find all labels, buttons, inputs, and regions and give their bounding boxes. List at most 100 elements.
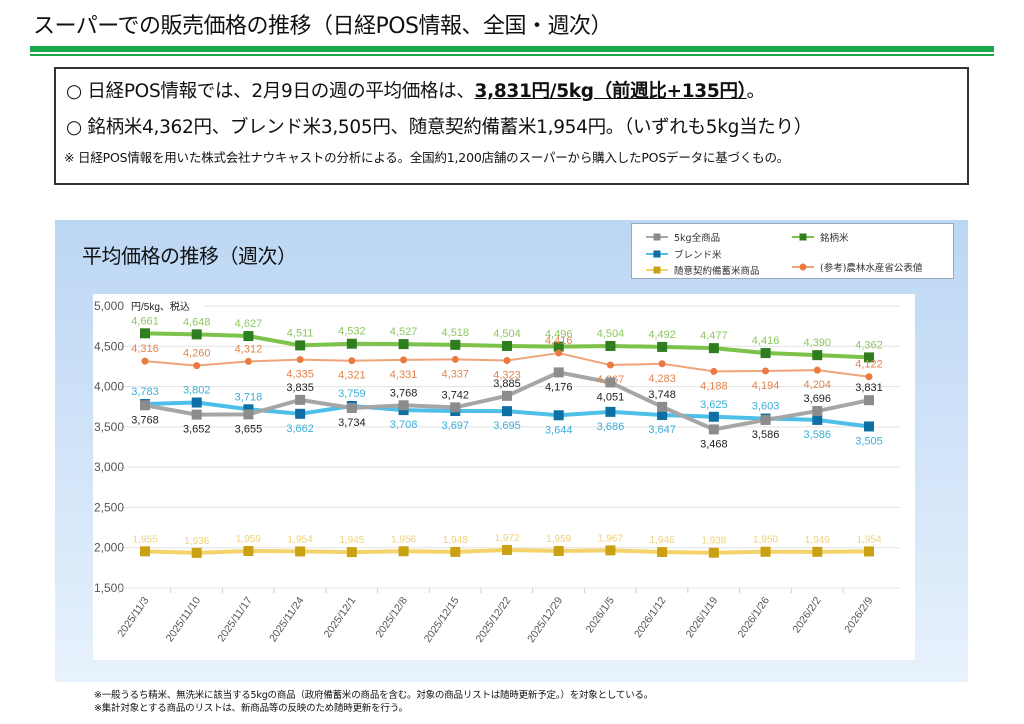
- data-point: [193, 362, 201, 370]
- data-point: [657, 547, 668, 558]
- data-label: 3,644: [545, 424, 573, 436]
- data-point: [864, 352, 874, 363]
- legend-marker-brand-rice: [792, 233, 814, 241]
- data-label: 4,283: [648, 373, 676, 385]
- data-point: [708, 424, 719, 435]
- data-point: [450, 402, 461, 413]
- data-point: [140, 328, 150, 339]
- data-point: [295, 408, 306, 419]
- data-point: [346, 403, 357, 414]
- data-label: 1,954: [288, 534, 313, 545]
- y-tick-label: 1,500: [94, 581, 124, 595]
- data-label: 1,955: [132, 534, 157, 545]
- data-point: [864, 395, 874, 406]
- data-point: [191, 409, 202, 420]
- data-point: [398, 400, 409, 411]
- data-label: 4,504: [493, 328, 521, 340]
- data-label: 3,662: [286, 423, 314, 435]
- data-label: 4,477: [700, 330, 728, 342]
- data-label: 3,697: [442, 420, 470, 432]
- legend-item-maff-reference: (参考)農林水産省公表値: [792, 260, 922, 274]
- data-point: [760, 414, 771, 425]
- data-label: 1,938: [701, 536, 726, 547]
- data-point: [502, 544, 512, 555]
- data-label: 3,625: [700, 399, 728, 411]
- data-label: 3,768: [390, 387, 418, 399]
- data-label: 3,652: [183, 424, 211, 436]
- data-label: 4,527: [390, 326, 418, 338]
- page-title: スーパーでの販売価格の推移（日経POS情報、全国・週次）: [33, 14, 613, 39]
- data-label: 1,950: [753, 535, 778, 546]
- y-tick-label: 4,000: [94, 380, 124, 394]
- data-label: 3,718: [235, 391, 263, 403]
- x-tick-label: 2025/12/29: [525, 595, 565, 645]
- data-label: 4,518: [442, 327, 470, 339]
- x-tick-label: 2026/2/2: [790, 595, 823, 635]
- data-label: 4,312: [235, 343, 263, 355]
- data-label: 4,416: [545, 335, 573, 347]
- legend-item-blend-rice: ブレンド米: [646, 247, 722, 261]
- data-point: [346, 547, 357, 558]
- data-label: 4,492: [648, 329, 676, 341]
- y-tick-label: 4,500: [94, 339, 124, 353]
- data-label: 4,627: [235, 318, 263, 330]
- data-label: 3,708: [390, 419, 418, 431]
- data-point: [553, 367, 564, 378]
- data-point: [708, 547, 719, 558]
- data-label: 3,802: [183, 385, 211, 397]
- legend-item-all-5kg: 5kg全商品: [646, 230, 720, 244]
- data-label: 3,468: [700, 438, 728, 450]
- data-point: [812, 546, 823, 557]
- data-point: [243, 404, 254, 415]
- data-label: 4,496: [545, 329, 573, 341]
- data-point: [400, 356, 408, 364]
- data-label: 3,748: [648, 389, 676, 401]
- data-point: [191, 329, 202, 340]
- x-tick-label: 2026/1/19: [684, 595, 721, 640]
- data-point: [295, 340, 306, 351]
- data-label: 1,959: [546, 534, 571, 545]
- data-label: 3,885: [493, 378, 521, 390]
- data-point: [657, 401, 668, 412]
- data-point: [605, 406, 616, 417]
- legend-marker-maff-reference: [792, 263, 814, 271]
- data-point: [864, 546, 874, 557]
- data-point: [398, 339, 409, 350]
- data-point: [191, 397, 202, 408]
- data-point: [708, 343, 719, 354]
- data-point: [553, 341, 564, 352]
- data-label: 1,956: [391, 534, 416, 545]
- legend-label: (参考)農林水産省公表値: [820, 263, 923, 274]
- data-label: 3,783: [131, 386, 159, 398]
- data-label: 4,648: [183, 316, 211, 328]
- data-point: [346, 338, 357, 349]
- data-point: [605, 340, 616, 351]
- data-point: [657, 341, 668, 352]
- legend-marker-all-5kg: [646, 233, 668, 241]
- data-point: [502, 406, 512, 417]
- data-label: 3,647: [648, 424, 676, 436]
- data-label: 3,603: [752, 401, 780, 413]
- data-point: [398, 546, 409, 557]
- data-point: [451, 355, 459, 363]
- x-tick-label: 2026/2/9: [842, 595, 875, 635]
- title-divider-thin: [30, 54, 994, 56]
- data-point: [813, 366, 821, 374]
- y-axis-unit-label: 円/5kg、税込: [131, 300, 190, 313]
- data-label: 1,945: [339, 535, 364, 546]
- data-label: 3,586: [804, 429, 832, 441]
- data-label: 1,946: [650, 535, 675, 546]
- data-label: 4,337: [442, 368, 470, 380]
- footnote-target-products: ※一般うるち精米、無洗米に該当する5kgの商品（政府備蓄米の商品を含む。対象の商…: [94, 690, 654, 701]
- y-tick-label: 2,000: [94, 541, 124, 555]
- data-point: [555, 349, 563, 357]
- x-tick-label: 2026/1/12: [632, 595, 669, 640]
- data-label: 4,390: [804, 337, 832, 349]
- data-label: 4,532: [338, 326, 366, 338]
- data-point: [243, 331, 254, 342]
- data-point: [502, 340, 512, 351]
- data-point: [708, 411, 719, 422]
- data-point: [606, 361, 614, 369]
- data-label: 4,122: [855, 359, 883, 371]
